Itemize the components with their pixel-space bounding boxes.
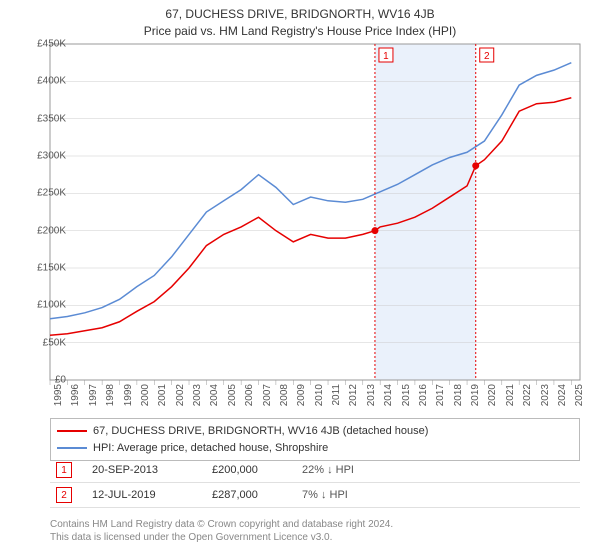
plot-area: 12 (50, 44, 580, 380)
footer-line: Contains HM Land Registry data © Crown c… (50, 518, 393, 531)
y-tick-label: £100K (21, 300, 66, 311)
table-row: 1 20-SEP-2013 £200,000 22% ↓ HPI (50, 458, 580, 483)
txn-price: £200,000 (212, 464, 282, 476)
y-tick-label: £400K (21, 76, 66, 87)
legend-label: 67, DUCHESS DRIVE, BRIDGNORTH, WV16 4JB … (93, 423, 428, 440)
x-tick-label: 2020 (487, 384, 498, 414)
x-tick-label: 2010 (314, 384, 325, 414)
x-tick-label: 2012 (348, 384, 359, 414)
footer-line: This data is licensed under the Open Gov… (50, 531, 393, 544)
legend-item: 67, DUCHESS DRIVE, BRIDGNORTH, WV16 4JB … (57, 423, 573, 440)
x-tick-label: 1997 (88, 384, 99, 414)
txn-date: 12-JUL-2019 (92, 489, 192, 501)
legend-label: HPI: Average price, detached house, Shro… (93, 440, 328, 457)
y-tick-label: £450K (21, 39, 66, 50)
x-tick-label: 2006 (244, 384, 255, 414)
x-tick-label: 2014 (383, 384, 394, 414)
x-tick-label: 2025 (574, 384, 585, 414)
x-tick-label: 2003 (192, 384, 203, 414)
y-tick-label: £50K (21, 337, 66, 348)
y-tick-label: £350K (21, 113, 66, 124)
txn-delta: 7% ↓ HPI (302, 489, 382, 501)
x-tick-label: 2016 (418, 384, 429, 414)
y-tick-label: £300K (21, 151, 66, 162)
txn-marker: 2 (56, 487, 72, 503)
x-tick-label: 2008 (279, 384, 290, 414)
x-tick-label: 2013 (366, 384, 377, 414)
svg-text:2: 2 (484, 51, 490, 62)
chart-subtitle: Price paid vs. HM Land Registry's House … (0, 23, 600, 44)
legend-swatch (57, 430, 87, 432)
x-tick-label: 2021 (505, 384, 516, 414)
y-tick-label: £200K (21, 225, 66, 236)
x-tick-label: 2000 (140, 384, 151, 414)
footer-attribution: Contains HM Land Registry data © Crown c… (50, 518, 393, 544)
chart-title: 67, DUCHESS DRIVE, BRIDGNORTH, WV16 4JB (0, 0, 600, 23)
house-price-chart: { "title": "67, DUCHESS DRIVE, BRIDGNORT… (0, 0, 600, 560)
x-tick-label: 2007 (262, 384, 273, 414)
txn-price: £287,000 (212, 489, 282, 501)
table-row: 2 12-JUL-2019 £287,000 7% ↓ HPI (50, 483, 580, 508)
x-tick-label: 2011 (331, 384, 342, 414)
txn-marker: 1 (56, 462, 72, 478)
txn-delta: 22% ↓ HPI (302, 464, 382, 476)
txn-marker-id: 1 (61, 465, 67, 476)
x-tick-label: 2004 (209, 384, 220, 414)
x-tick-label: 2017 (435, 384, 446, 414)
x-tick-label: 1996 (70, 384, 81, 414)
x-tick-label: 1998 (105, 384, 116, 414)
x-tick-label: 1999 (123, 384, 134, 414)
txn-marker-id: 2 (61, 490, 67, 501)
transactions-table: 1 20-SEP-2013 £200,000 22% ↓ HPI 2 12-JU… (50, 458, 580, 508)
x-tick-label: 1995 (53, 384, 64, 414)
x-tick-label: 2023 (540, 384, 551, 414)
svg-text:1: 1 (383, 51, 389, 62)
x-tick-label: 2019 (470, 384, 481, 414)
legend: 67, DUCHESS DRIVE, BRIDGNORTH, WV16 4JB … (50, 418, 580, 461)
x-tick-label: 2015 (401, 384, 412, 414)
txn-date: 20-SEP-2013 (92, 464, 192, 476)
x-tick-label: 2024 (557, 384, 568, 414)
y-tick-label: £150K (21, 263, 66, 274)
x-tick-label: 2002 (175, 384, 186, 414)
x-tick-label: 2009 (296, 384, 307, 414)
x-tick-label: 2001 (157, 384, 168, 414)
y-tick-label: £250K (21, 188, 66, 199)
legend-swatch (57, 447, 87, 449)
legend-item: HPI: Average price, detached house, Shro… (57, 440, 573, 457)
x-tick-label: 2005 (227, 384, 238, 414)
x-tick-label: 2022 (522, 384, 533, 414)
x-tick-label: 2018 (453, 384, 464, 414)
